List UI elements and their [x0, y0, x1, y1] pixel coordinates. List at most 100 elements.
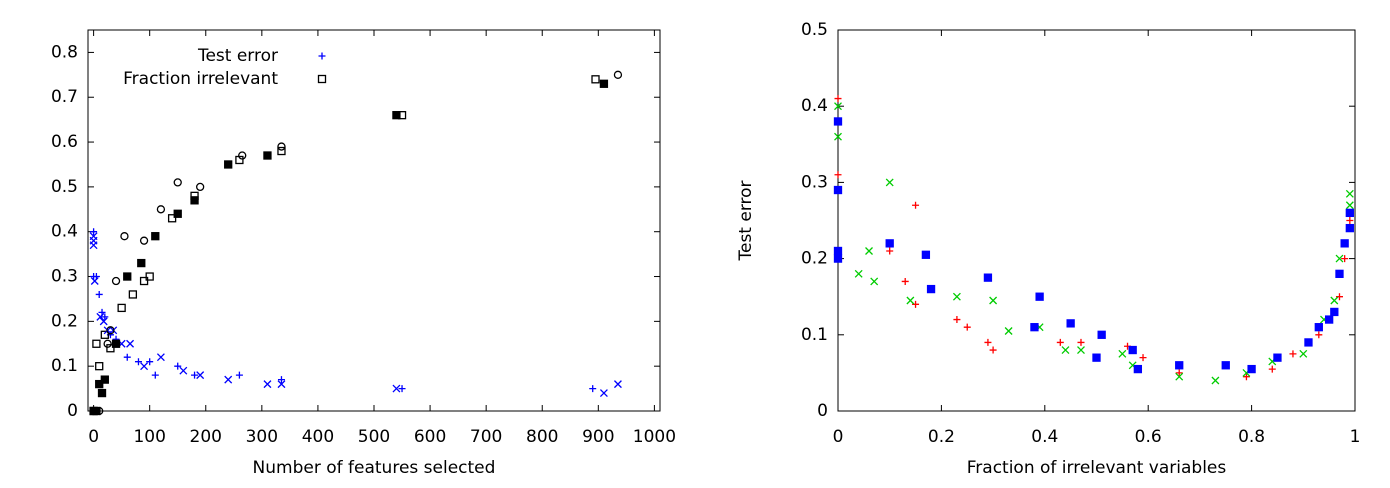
point	[1335, 269, 1344, 278]
point	[834, 102, 842, 111]
point	[1118, 349, 1127, 358]
point	[277, 380, 286, 389]
y-tick-label: 0.2	[51, 311, 78, 331]
point	[1314, 323, 1323, 332]
point	[926, 284, 936, 294]
point	[886, 247, 894, 255]
point	[156, 353, 165, 362]
point	[398, 385, 406, 393]
y-tick-label: 0.1	[801, 325, 828, 345]
point	[834, 95, 842, 103]
point	[1097, 330, 1106, 339]
point	[191, 371, 199, 379]
point	[1242, 373, 1250, 381]
point	[117, 303, 126, 313]
point	[1128, 345, 1137, 355]
point	[90, 277, 99, 285]
scatter-chart: 0 0.1 0.2 0.3 0.4 0.5 0 0.2 0.4 0.6 0.8 1 Fraction o…	[736, 20, 1360, 478]
x-tick-label: 0.2	[928, 427, 955, 447]
point	[833, 254, 843, 263]
point	[128, 290, 138, 299]
point	[1299, 349, 1308, 358]
point	[100, 330, 109, 339]
point	[1077, 338, 1085, 346]
point	[1345, 223, 1354, 233]
x-tick-label: 800	[526, 427, 558, 447]
point	[885, 178, 894, 187]
point	[1345, 208, 1354, 218]
point	[99, 317, 108, 326]
y-tick-label: 0	[817, 401, 828, 421]
point	[599, 79, 609, 88]
x-tick-label: 900	[582, 427, 614, 447]
x-tick-label: 0	[88, 427, 99, 447]
point	[1304, 338, 1313, 347]
point	[1175, 369, 1183, 377]
y-tick-label: 0.5	[801, 20, 828, 40]
x-axis-label: Number of features selected	[253, 458, 496, 478]
point	[238, 151, 247, 160]
point	[1340, 239, 1349, 248]
point	[1330, 296, 1339, 305]
point	[1335, 293, 1343, 301]
point	[984, 338, 992, 346]
point	[123, 353, 131, 361]
point	[1325, 315, 1334, 324]
y-tick-label: 0.2	[801, 249, 828, 269]
point	[156, 205, 166, 214]
point	[92, 339, 101, 348]
point	[833, 117, 843, 126]
point	[989, 296, 998, 305]
point	[1345, 201, 1354, 210]
point	[912, 300, 920, 308]
point	[173, 178, 182, 187]
point	[906, 296, 915, 305]
point	[103, 339, 112, 348]
x-tick-label: 0.6	[1135, 427, 1162, 447]
y-tick-label: 0.3	[51, 267, 78, 287]
point	[1175, 361, 1184, 370]
y-tick-label: 0.4	[801, 96, 828, 116]
x-tick-label: 300	[246, 427, 278, 447]
point	[870, 277, 879, 286]
x-tick-label: 100	[133, 427, 165, 447]
point	[885, 239, 894, 248]
point	[101, 313, 109, 321]
point	[277, 142, 286, 151]
y-tick-label: 0.4	[51, 222, 78, 242]
point	[1004, 327, 1013, 335]
point	[95, 290, 103, 298]
point	[1061, 346, 1070, 354]
y-tick-label: 0.7	[51, 87, 78, 107]
point	[963, 323, 971, 331]
y-tick-label: 0.3	[801, 172, 828, 192]
legend-marker	[317, 74, 327, 84]
point	[1289, 350, 1297, 358]
point	[983, 273, 993, 282]
point	[95, 362, 104, 371]
x-tick-label: 400	[302, 427, 334, 447]
scatter-chart: 0 0.1 0.2 0.3 0.4 0.5 0.6 0.7 0.8 0 100 200 300 400 50…	[51, 29, 676, 478]
point	[834, 132, 842, 141]
point	[921, 250, 931, 259]
point	[109, 326, 118, 335]
point	[1133, 364, 1143, 374]
point	[95, 379, 104, 389]
point	[146, 358, 154, 366]
y-tick-label: 0.8	[51, 42, 78, 62]
point	[103, 326, 112, 335]
point	[1030, 323, 1039, 332]
x-tick-label: 200	[190, 427, 222, 447]
point	[1211, 376, 1220, 385]
point	[392, 384, 401, 393]
y-tick-label: 0.6	[51, 132, 78, 152]
x-axis-label: Fraction of irrelevant variables	[967, 458, 1227, 478]
point	[224, 160, 233, 169]
legend-label: Fraction irrelevant	[123, 69, 278, 89]
point	[89, 406, 98, 416]
point	[120, 232, 129, 241]
point	[277, 146, 286, 156]
point	[1221, 361, 1230, 370]
y-axis-label: Test error	[736, 180, 756, 261]
